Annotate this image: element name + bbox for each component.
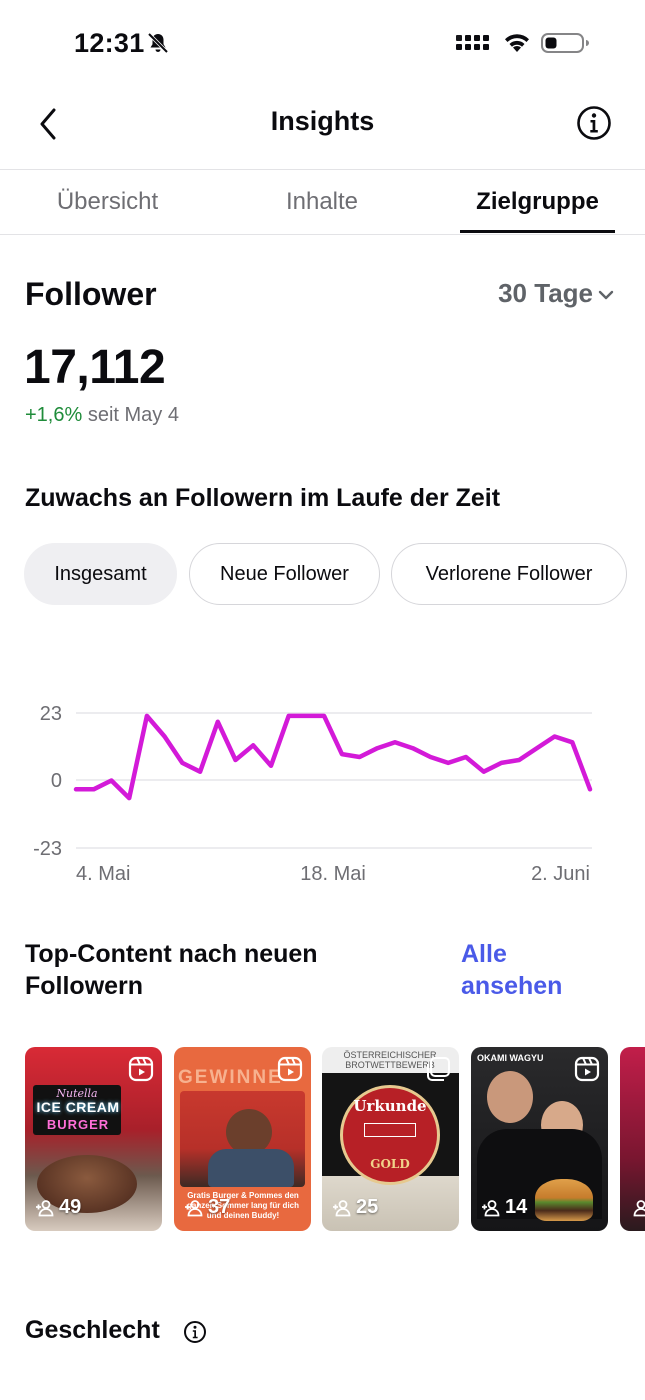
- filter-new-followers[interactable]: Neue Follower: [189, 543, 380, 605]
- status-bar: 12:31: [0, 0, 645, 88]
- page-title: Insights: [270, 106, 375, 136]
- thumb-sign: [33, 1085, 121, 1135]
- wifi-icon: [505, 34, 529, 52]
- thumb-person: [226, 1109, 272, 1155]
- thumb-caption-sub: GOLD: [370, 1157, 410, 1171]
- thumb-caption-sub: BURGER: [46, 1117, 110, 1132]
- new-followers-count: 49: [35, 1196, 81, 1219]
- growth-chart-heading: Zuwachs an Followern im Laufe der Zeit: [25, 484, 501, 512]
- y-tick-label: 23: [40, 703, 62, 725]
- gender-title: Geschlecht: [25, 1316, 160, 1344]
- thumb-food: [37, 1155, 137, 1213]
- period-label: 30 Tage: [498, 278, 593, 308]
- thumb-person-left: [487, 1071, 533, 1123]
- follower-growth-chart: 23 0 -23 4. Mai 18. Mai 2. Juni: [33, 703, 593, 885]
- thumb-caption-top: Nutella: [56, 1087, 98, 1100]
- y-tick-label: -23: [33, 838, 62, 860]
- silent-bell-icon: [147, 32, 169, 54]
- cellular-signal-icon: [456, 35, 489, 50]
- chart-gridlines: [76, 712, 592, 849]
- new-followers-count: 14: [481, 1196, 527, 1219]
- thumb-caption-main: Gratis Burger & Pommes den ganzen Sommer…: [186, 1191, 299, 1220]
- growth-since: seit May 4: [87, 404, 179, 426]
- info-icon[interactable]: [576, 105, 612, 141]
- back-arrow-icon[interactable]: [34, 104, 66, 144]
- thumb-caption-main: Urkunde: [353, 1097, 427, 1115]
- status-time: 12:31: [74, 28, 145, 58]
- tab-audience[interactable]: Zielgruppe: [476, 188, 599, 215]
- add-user-icon: [482, 1199, 500, 1216]
- add-user-icon: [185, 1199, 203, 1216]
- thumb-caption-top: OKAMI WAGYU: [477, 1053, 544, 1063]
- add-user-icon: [36, 1199, 54, 1216]
- growth-percentage: +1,6%: [25, 404, 83, 426]
- x-tick-label: 4. Mai: [76, 863, 130, 885]
- new-followers-count: 25: [332, 1196, 378, 1219]
- followers-title: Follower: [25, 276, 157, 312]
- x-tick-label: 18. Mai: [300, 863, 366, 885]
- thumb-shirt: [208, 1149, 294, 1187]
- thumb-caption-top: GEWINNE: [178, 1067, 283, 1088]
- info-icon[interactable]: [183, 1320, 207, 1344]
- tab-overview[interactable]: Übersicht: [56, 188, 159, 215]
- add-user-icon: [633, 1200, 645, 1217]
- top-content-item[interactable]: ÖSTERREICHISCHER BROTWETTBEWERB Urkunde …: [322, 1047, 459, 1231]
- see-all-link[interactable]: Alle ansehen: [461, 940, 563, 1000]
- top-content-item[interactable]: [620, 1047, 645, 1231]
- filter-total[interactable]: Insgesamt: [24, 543, 177, 605]
- reel-icon: [574, 1056, 600, 1082]
- x-tick-label: 2. Juni: [531, 863, 590, 885]
- thumb-caption-main: ICE CREAM: [36, 1099, 120, 1115]
- thumb-caption-top: ÖSTERREICHISCHER BROTWETTBEWERB: [343, 1050, 437, 1070]
- new-followers-value: 14: [505, 1196, 528, 1218]
- top-content-title: Top-Content nach neuen Followern: [25, 940, 318, 1000]
- add-user-icon: [333, 1199, 351, 1216]
- thumb-brand-box: [364, 1123, 416, 1137]
- new-followers-value: 37: [208, 1196, 231, 1218]
- thumb-burger: [535, 1179, 593, 1221]
- top-content-item[interactable]: OKAMI WAGYU 14: [471, 1047, 608, 1231]
- battery-icon: [541, 33, 589, 53]
- top-content-item[interactable]: GEWINNE Gratis Burger & Pommes den ganze…: [174, 1047, 311, 1231]
- carousel-icon: [427, 1057, 450, 1081]
- reel-icon: [277, 1056, 303, 1082]
- thumb-seal: [340, 1085, 440, 1185]
- top-content-item[interactable]: Nutella ICE CREAM BURGER 49: [25, 1047, 162, 1231]
- filter-lost-followers[interactable]: Verlorene Follower: [391, 543, 627, 605]
- new-followers-value: 49: [59, 1196, 82, 1218]
- tab-content[interactable]: Inhalte: [285, 188, 359, 215]
- period-dropdown[interactable]: 30 Tage: [498, 278, 615, 309]
- tab-bar: Übersicht Inhalte Zielgruppe: [0, 170, 645, 235]
- reel-icon: [128, 1056, 154, 1082]
- new-followers-count: 37: [184, 1196, 230, 1219]
- new-followers-value: 25: [356, 1196, 379, 1218]
- chevron-down-icon: [598, 290, 614, 300]
- y-tick-label: 0: [51, 770, 62, 792]
- nav-bar: Insights: [0, 88, 645, 170]
- series-line: [73, 713, 593, 801]
- active-tab-indicator: [460, 230, 615, 233]
- follower-count: 17,112: [24, 341, 166, 394]
- follower-growth: +1,6% seit May 4: [25, 404, 179, 427]
